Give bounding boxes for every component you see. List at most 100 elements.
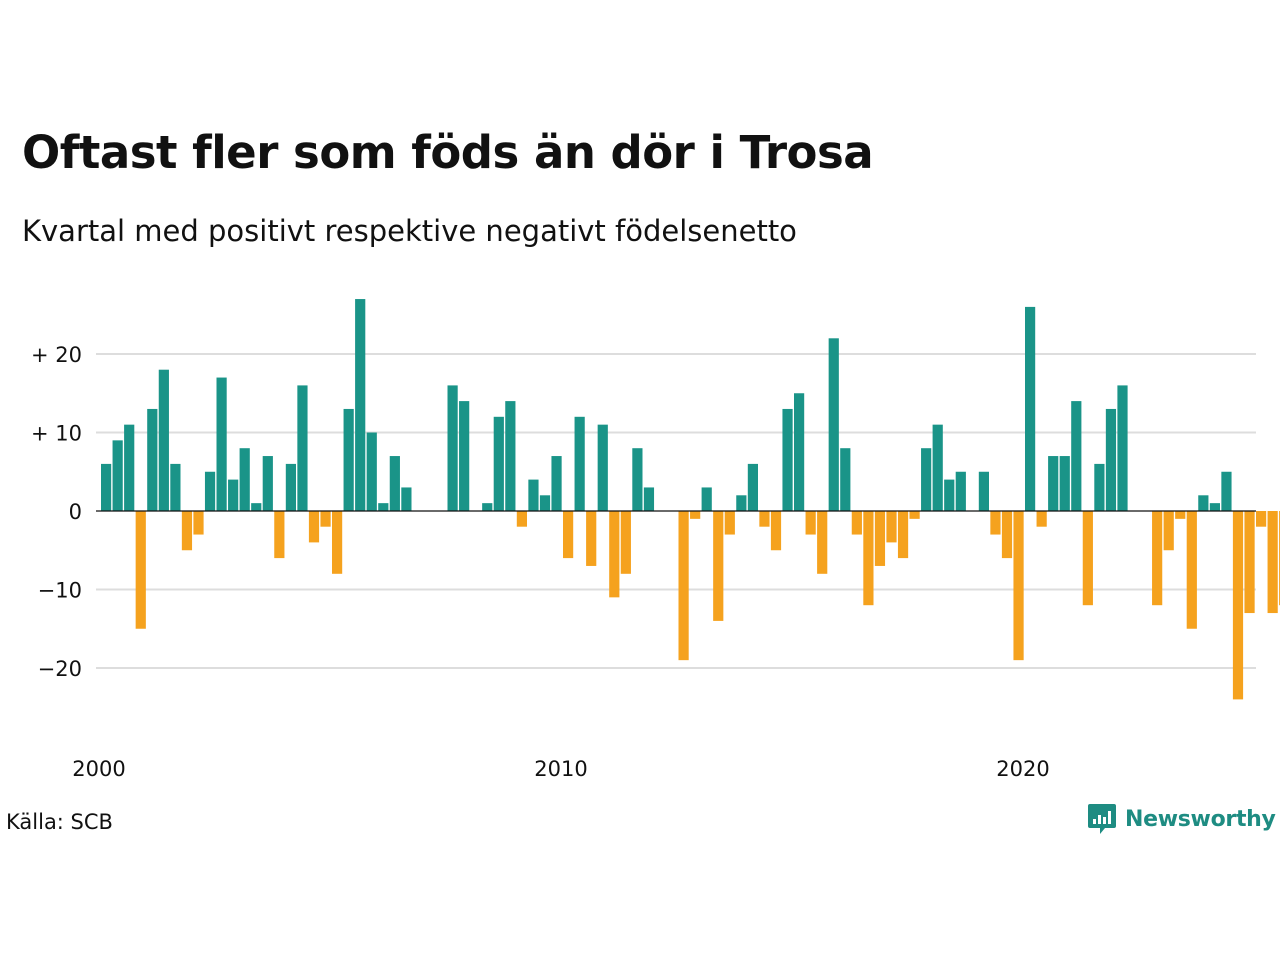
x-tick-label: 2020 [996, 757, 1049, 781]
bar-positive [262, 456, 273, 511]
bar-negative [193, 511, 204, 535]
bar-positive [632, 448, 643, 511]
bar-chart-speech-bubble-icon [1088, 804, 1116, 834]
bar-positive [1117, 385, 1128, 511]
x-axis-labels: 2000 2010 2020 [72, 757, 1049, 781]
bar-negative [516, 511, 527, 527]
bar-positive [158, 369, 169, 511]
bar-positive [401, 487, 412, 511]
bar-positive [944, 479, 955, 511]
bar-negative [909, 511, 920, 519]
bar-positive [343, 408, 354, 511]
bar-negative [724, 511, 735, 535]
bar-positive [736, 495, 747, 511]
bar-negative [1082, 511, 1093, 606]
bar-positive [297, 385, 308, 511]
y-tick-label: + 10 [31, 422, 82, 446]
bar-positive [355, 299, 366, 511]
bar-negative [1267, 511, 1278, 614]
bar-negative [586, 511, 597, 566]
bar-negative [886, 511, 897, 543]
bar-positive [643, 487, 655, 511]
bar-negative [609, 511, 620, 598]
bar-positive [101, 463, 112, 511]
bar-positive [932, 424, 943, 511]
bar-negative [851, 511, 862, 535]
bar-positive [1094, 463, 1105, 511]
bar-positive [228, 479, 239, 511]
bar-positive [955, 471, 966, 511]
source-note: Källa: SCB [6, 810, 113, 834]
bar-positive [147, 408, 158, 511]
bar-positive [493, 416, 504, 511]
bar-positive [216, 377, 227, 511]
bar-positive [447, 385, 458, 511]
bar-positive [828, 338, 839, 511]
bar-negative [274, 511, 285, 559]
brand-logo[interactable]: Newsworthy [1087, 802, 1276, 836]
bar-negative [770, 511, 782, 551]
bar-negative [1001, 511, 1013, 559]
bar-positive [482, 503, 493, 511]
bars [101, 299, 1280, 700]
bar-negative [713, 511, 724, 621]
bar-positive [840, 448, 851, 511]
bar-negative [308, 511, 320, 543]
bar-negative [1175, 511, 1186, 519]
y-axis-labels: + 20 + 10 0 −10 −20 [31, 343, 82, 681]
bar-negative [990, 511, 1001, 535]
bar-positive [251, 503, 262, 511]
bar-negative [805, 511, 816, 535]
bar-negative [874, 511, 886, 566]
bar-negative [181, 511, 193, 551]
bar-positive [1209, 503, 1220, 511]
x-tick-label: 2010 [534, 757, 587, 781]
bar-chart: + 20 + 10 0 −10 −20 2000 2010 2020 [31, 299, 1280, 781]
bar-negative [320, 511, 331, 527]
bar-positive [124, 424, 135, 511]
bar-positive [539, 495, 551, 511]
bar-negative [1256, 511, 1267, 527]
bar-positive [921, 448, 932, 511]
bar-positive [1048, 456, 1059, 511]
chart-title: Oftast fler som föds än dör i Trosa [22, 126, 874, 179]
bar-positive [389, 456, 400, 511]
bar-positive [1059, 456, 1070, 511]
bar-negative [563, 511, 574, 559]
bar-negative [759, 511, 770, 527]
bar-positive [112, 440, 123, 511]
bar-negative [620, 511, 631, 574]
bar-negative [1013, 511, 1024, 661]
y-tick-label: 0 [69, 500, 82, 524]
bar-negative [332, 511, 343, 574]
bar-positive [378, 503, 389, 511]
bar-positive [239, 448, 250, 511]
bar-negative [690, 511, 701, 519]
bar-positive [528, 479, 539, 511]
bar-negative [817, 511, 828, 574]
bar-positive [701, 487, 712, 511]
bar-negative [863, 511, 874, 606]
bar-positive [794, 393, 805, 511]
bar-positive [597, 424, 608, 511]
bar-negative [897, 511, 909, 559]
y-tick-label: + 20 [31, 343, 82, 367]
bar-positive [366, 432, 377, 511]
bar-positive [1105, 408, 1117, 511]
bar-negative [678, 511, 689, 661]
bar-positive [574, 416, 585, 511]
bar-positive [551, 456, 562, 511]
bar-positive [1071, 401, 1082, 511]
bar-negative [1152, 511, 1163, 606]
bar-positive [747, 463, 758, 511]
brand-name: Newsworthy [1125, 806, 1276, 832]
y-tick-label: −20 [38, 657, 82, 681]
bar-positive [1025, 306, 1036, 511]
bar-positive [1221, 471, 1232, 511]
bar-positive [782, 408, 793, 511]
bar-negative [135, 511, 146, 629]
bar-positive [459, 401, 470, 511]
bar-positive [204, 471, 216, 511]
bar-negative [1232, 511, 1244, 700]
chart-subtitle: Kvartal med positivt respektive negativt… [22, 214, 797, 248]
